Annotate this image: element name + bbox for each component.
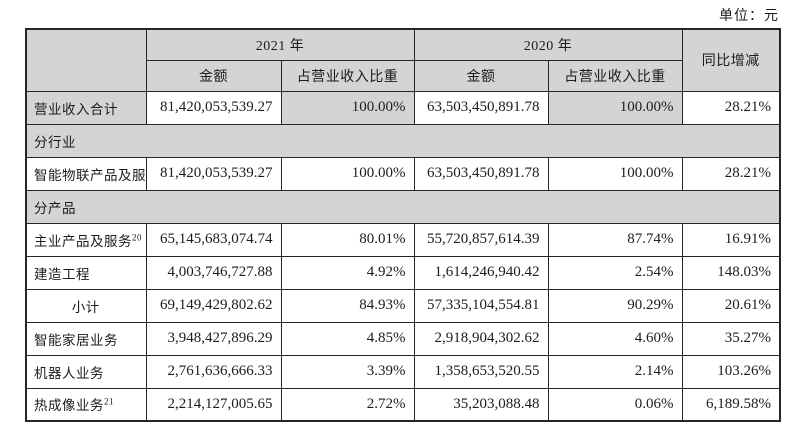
- header-row-measures: 金额 占营业收入比重 金额 占营业收入比重: [26, 59, 780, 92]
- share-2021-cell: 4.92%: [280, 255, 415, 290]
- table-row: 建造工程 4,003,746,727.88 4.92% 1,614,246,940.4…: [25, 255, 781, 290]
- share-2021-cell: 80.01%: [280, 222, 415, 257]
- table-row: 智能物联产品及服务81,420,053,539.27100.00%63,503,…: [25, 156, 781, 191]
- col-header-2021: 2021 年: [145, 28, 415, 61]
- row-label-cell: 小计: [25, 288, 147, 323]
- amount-2020-cell: 63,503,450,891.78: [413, 90, 549, 125]
- unit-label: 单位：元: [719, 9, 779, 24]
- row-label-cell: 机器人业务: [25, 354, 147, 389]
- amount-2020-cell: 63,503,450,891.78: [413, 156, 549, 191]
- row-label-cell: 智能家居业务: [25, 321, 147, 356]
- share-2020-cell: 90.29%: [547, 288, 683, 323]
- share-2020-cell: 2.54%: [547, 255, 683, 290]
- amount-2020-cell: 1,614,246,940.42: [413, 255, 549, 290]
- row-label-cell: 热成像业务21: [25, 387, 147, 422]
- share-2021-cell: 84.93%: [280, 288, 415, 323]
- table-row: 热成像业务21 2,214,127,005.65 2.72% 35,203,088.4…: [25, 387, 781, 422]
- yoy-change-cell: 28.21%: [681, 90, 781, 125]
- col-header-amount-2020: 金额: [413, 59, 549, 92]
- table-row: 智能家居业务 3,948,427,896.29 4.85% 2,918,904,302…: [25, 321, 781, 356]
- share-2020-cell: 100.00%: [547, 90, 683, 125]
- table-row: 营业收入合计 81,420,053,539.27 100.00% 63,503,450…: [25, 90, 781, 125]
- amount-2020-cell: 35,203,088.48: [413, 387, 549, 422]
- yoy-change-cell: 16.91%: [681, 222, 781, 257]
- corner-blank-cell: [25, 28, 147, 92]
- amount-2021-cell: 3,948,427,896.29: [145, 321, 282, 356]
- amount-2021-cell: 69,149,429,802.62: [145, 288, 282, 323]
- col-header-share-2021: 占营业收入比重: [280, 59, 415, 92]
- share-2021-cell: 4.85%: [280, 321, 415, 356]
- table-header: 2021 年 2020 年 同比增减 金额 占营业收入比重 金额 占营业收入比重: [25, 28, 781, 92]
- amount-2021-cell: 81,420,053,539.27: [145, 90, 282, 125]
- yoy-change-cell: 35.27%: [681, 321, 781, 356]
- footnote-ref: 21: [104, 396, 114, 407]
- amount-2020-cell: 2,918,904,302.62: [413, 321, 549, 356]
- share-2020-cell: 2.14%: [547, 354, 683, 389]
- amount-2020-cell: 1,358,653,520.55: [413, 354, 549, 389]
- revenue-breakdown-table: 2021 年 2020 年 同比增减 金额 占营业收入比重 金额 占营业收入比重…: [25, 28, 781, 422]
- section-row-label: 分行业: [25, 123, 781, 158]
- share-2020-cell: 87.74%: [547, 222, 683, 257]
- yoy-change-cell: 20.61%: [681, 288, 781, 323]
- share-2020-cell: 0.06%: [547, 387, 683, 422]
- amount-2021-cell: 4,003,746,727.88: [145, 255, 282, 290]
- amount-2021-cell: 2,214,127,005.65: [145, 387, 282, 422]
- table-row: 主业产品及服务20 65,145,683,074.74 80.01% 55,720,8…: [25, 222, 781, 257]
- amount-2021-cell: 81,420,053,539.27: [145, 156, 282, 191]
- section-row: 分产品: [25, 189, 781, 224]
- yoy-change-cell: 103.26%: [681, 354, 781, 389]
- footnote-ref: 20: [132, 232, 142, 242]
- col-header-yoy: 同比增减: [681, 28, 781, 92]
- yoy-change-cell: 6,189.58%: [681, 387, 781, 422]
- col-header-amount-2021: 金额: [145, 59, 282, 92]
- share-2020-cell: 100.00%: [547, 156, 683, 191]
- share-2021-cell: 2.72%: [280, 387, 415, 422]
- row-label-cell: 建造工程: [25, 255, 147, 290]
- table-row: 机器人业务 2,761,636,666.33 3.39% 1,358,653,520.…: [25, 354, 781, 389]
- col-header-2020: 2020 年: [413, 28, 683, 61]
- section-row: 分行业: [25, 123, 781, 158]
- header-row-years: 2021 年 2020 年 同比增减: [25, 28, 781, 92]
- row-label-cell: 营业收入合计: [25, 90, 147, 125]
- amount-2020-cell: 57,335,104,554.81: [413, 288, 549, 323]
- row-label-cell: 智能物联产品及服务: [25, 156, 147, 191]
- amount-2021-cell: 2,761,636,666.33: [145, 354, 282, 389]
- amount-2020-cell: 55,720,857,614.39: [413, 222, 549, 257]
- share-2021-cell: 100.00%: [280, 156, 415, 191]
- yoy-change-cell: 28.21%: [681, 156, 781, 191]
- row-label-cell: 主业产品及服务20: [25, 222, 147, 257]
- col-header-share-2020: 占营业收入比重: [547, 59, 683, 92]
- amount-2021-cell: 65,145,683,074.74: [145, 222, 282, 257]
- share-2021-cell: 3.39%: [280, 354, 415, 389]
- table-body: 营业收入合计 81,420,053,539.27 100.00% 63,503,450…: [25, 90, 781, 422]
- share-2021-cell: 100.00%: [280, 90, 415, 125]
- section-row-label: 分产品: [25, 189, 781, 224]
- yoy-change-cell: 148.03%: [681, 255, 781, 290]
- share-2020-cell: 4.60%: [547, 321, 683, 356]
- table-row: 小计 69,149,429,802.62 84.93% 57,335,104,554.…: [25, 288, 781, 323]
